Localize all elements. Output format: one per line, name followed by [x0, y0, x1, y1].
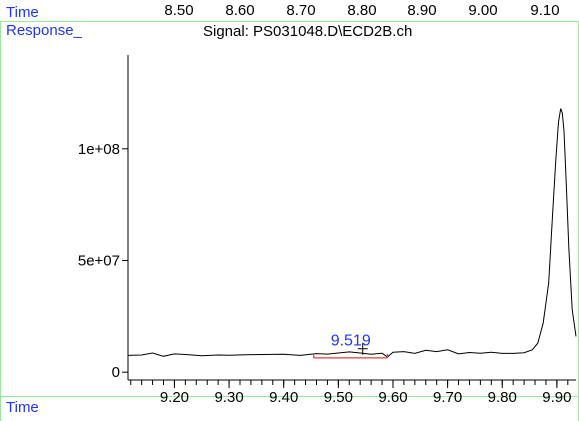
peak-retention-label: 9.519 — [331, 333, 371, 350]
x-tick-label: 9.90 — [542, 389, 571, 406]
bottom-divider — [0, 396, 579, 397]
x-tick-label: 9.60 — [378, 389, 407, 406]
top-time-tick: 9.10 — [530, 2, 560, 19]
y-tick-label: 1e+08 — [78, 141, 120, 158]
x-tick-label: 9.20 — [160, 389, 189, 406]
response-axis-label: Response_ — [6, 22, 82, 39]
signal-trace — [127, 108, 577, 358]
chart-title: Signal: PS031048.D\ECD2B.ch — [203, 23, 413, 40]
x-tick-label: 9.80 — [488, 389, 517, 406]
top-time-tick: 8.90 — [407, 2, 437, 19]
x-tick-label: 9.70 — [433, 389, 462, 406]
top-time-tick: 9.00 — [468, 2, 498, 19]
x-tick-label: 9.50 — [324, 389, 353, 406]
top-divider — [0, 21, 579, 22]
y-tick-label: 0 — [112, 364, 120, 381]
top-time-tick: 8.50 — [164, 2, 194, 19]
left-divider — [0, 21, 1, 421]
top-time-tick: 8.70 — [286, 2, 316, 19]
top-time-tick: 8.80 — [347, 2, 377, 19]
top-time-tick: 8.60 — [225, 2, 255, 19]
y-tick-label: 5e+07 — [78, 252, 120, 269]
x-tick-label: 9.30 — [214, 389, 243, 406]
x-tick-label: 9.40 — [269, 389, 298, 406]
top-time-label: Time — [6, 4, 39, 21]
bottom-time-label: Time — [6, 399, 39, 416]
